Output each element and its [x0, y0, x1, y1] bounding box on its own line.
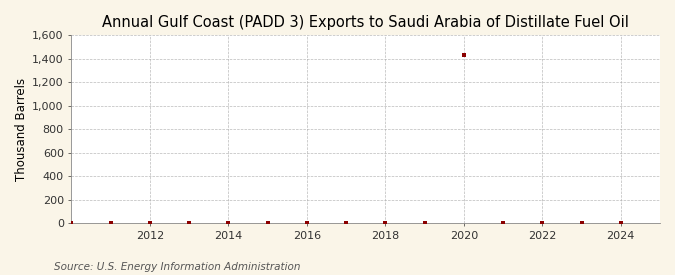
Point: [458, 53, 469, 57]
Text: Source: U.S. Energy Information Administration: Source: U.S. Energy Information Administ…: [54, 262, 300, 272]
Title: Annual Gulf Coast (PADD 3) Exports to Saudi Arabia of Distillate Fuel Oil: Annual Gulf Coast (PADD 3) Exports to Sa…: [103, 15, 629, 30]
Point: [576, 220, 587, 225]
Point: [380, 221, 391, 225]
Point: [144, 221, 155, 225]
Point: [105, 221, 116, 225]
Point: [66, 221, 77, 225]
Point: [616, 220, 626, 225]
Point: [302, 221, 313, 225]
Point: [537, 221, 547, 225]
Point: [341, 221, 352, 225]
Point: [497, 221, 508, 225]
Point: [419, 221, 430, 225]
Point: [262, 221, 273, 225]
Point: [184, 221, 194, 225]
Point: [223, 221, 234, 225]
Y-axis label: Thousand Barrels: Thousand Barrels: [15, 78, 28, 181]
